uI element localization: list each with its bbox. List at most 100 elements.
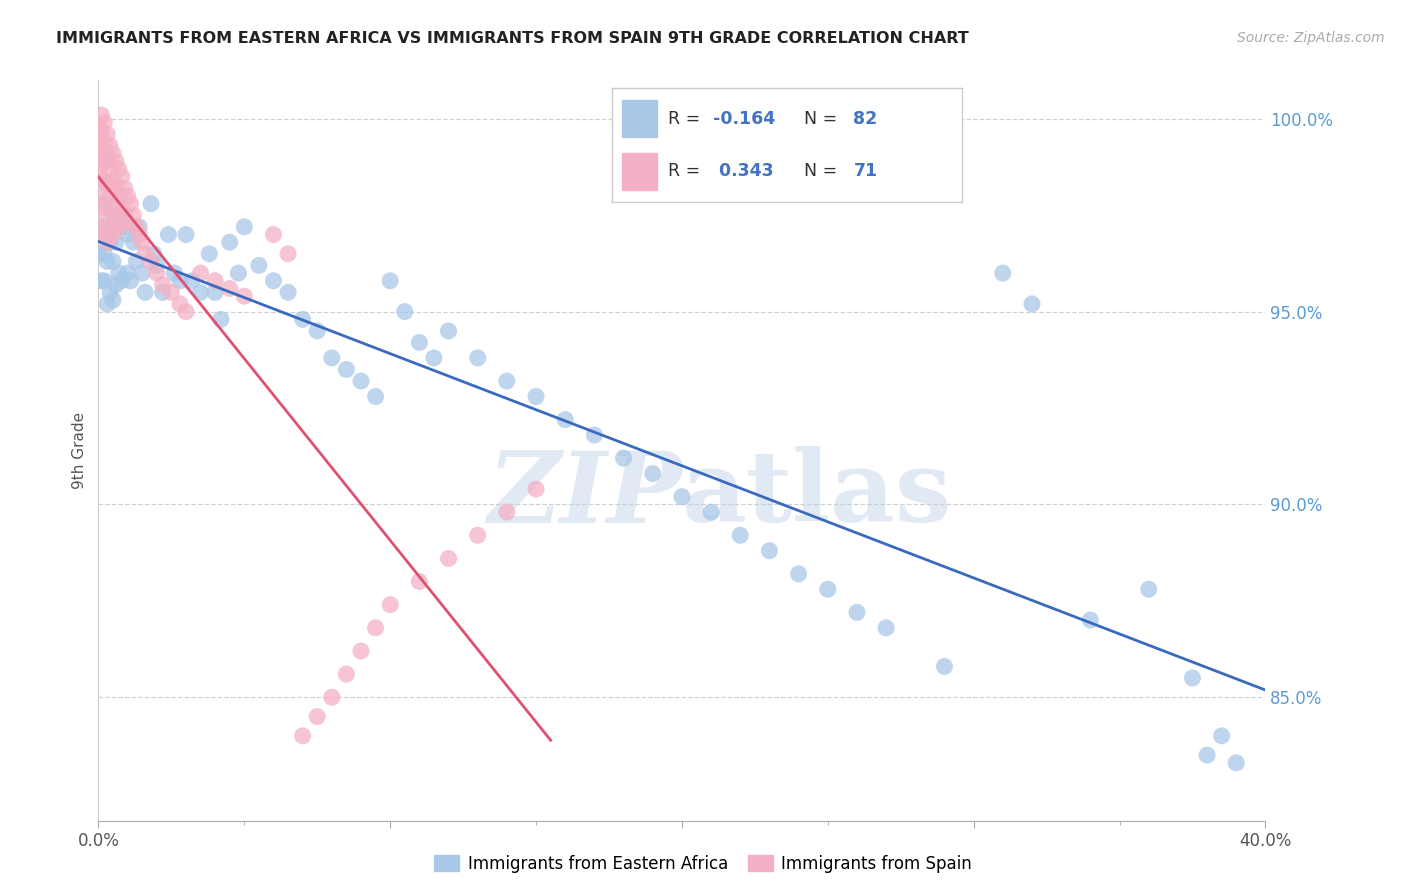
Point bbox=[408, 335, 430, 350]
Point bbox=[423, 351, 446, 365]
Point bbox=[125, 219, 148, 234]
Point bbox=[117, 216, 139, 230]
Point bbox=[157, 227, 180, 242]
Point bbox=[335, 362, 357, 376]
Point bbox=[364, 621, 387, 635]
Point bbox=[104, 235, 127, 250]
Point bbox=[218, 281, 240, 295]
Point bbox=[108, 266, 131, 280]
Point bbox=[98, 219, 121, 234]
Point bbox=[101, 293, 124, 307]
Point bbox=[1137, 582, 1160, 597]
Point bbox=[174, 227, 197, 242]
Point bbox=[277, 247, 299, 261]
Point bbox=[90, 219, 112, 234]
Point bbox=[120, 274, 142, 288]
Point bbox=[139, 196, 162, 211]
Point bbox=[524, 482, 547, 496]
Point bbox=[98, 189, 121, 203]
Point bbox=[111, 274, 134, 288]
Point bbox=[204, 285, 226, 300]
Point bbox=[87, 131, 110, 145]
Point bbox=[1225, 756, 1247, 770]
Point bbox=[496, 374, 519, 388]
Point bbox=[111, 169, 134, 184]
Point bbox=[163, 266, 186, 280]
Point bbox=[98, 138, 121, 153]
Point bbox=[204, 274, 226, 288]
Point bbox=[350, 374, 373, 388]
Legend: Immigrants from Eastern Africa, Immigrants from Spain: Immigrants from Eastern Africa, Immigran… bbox=[427, 848, 979, 880]
Point bbox=[1211, 729, 1233, 743]
Point bbox=[90, 123, 112, 137]
Point bbox=[104, 154, 127, 169]
Point bbox=[104, 181, 127, 195]
Point bbox=[730, 528, 752, 542]
Point bbox=[262, 227, 284, 242]
Point bbox=[122, 208, 145, 222]
Point bbox=[122, 235, 145, 250]
Point bbox=[350, 644, 373, 658]
Point bbox=[96, 178, 118, 192]
Point bbox=[380, 274, 402, 288]
Point bbox=[101, 201, 124, 215]
Point bbox=[114, 208, 136, 222]
Point bbox=[641, 467, 664, 481]
Point bbox=[114, 219, 136, 234]
Point bbox=[90, 143, 112, 157]
Point bbox=[108, 161, 131, 176]
Point bbox=[87, 150, 110, 164]
Point bbox=[146, 266, 169, 280]
Point bbox=[93, 154, 115, 169]
Point bbox=[93, 116, 115, 130]
Point bbox=[437, 551, 460, 566]
Point bbox=[104, 212, 127, 227]
Point bbox=[1021, 297, 1043, 311]
Point bbox=[321, 690, 343, 705]
Point bbox=[169, 297, 191, 311]
Point bbox=[496, 505, 519, 519]
Point bbox=[90, 274, 112, 288]
Point bbox=[437, 324, 460, 338]
Point bbox=[700, 505, 723, 519]
Point bbox=[125, 254, 148, 268]
Point bbox=[169, 274, 191, 288]
Point bbox=[131, 235, 153, 250]
Point bbox=[160, 285, 183, 300]
Point bbox=[93, 227, 115, 242]
Point bbox=[364, 389, 387, 403]
Point bbox=[875, 621, 897, 635]
Point bbox=[93, 135, 115, 149]
Point bbox=[1080, 613, 1102, 627]
Point bbox=[120, 196, 142, 211]
Point bbox=[190, 266, 212, 280]
Text: IMMIGRANTS FROM EASTERN AFRICA VS IMMIGRANTS FROM SPAIN 9TH GRADE CORRELATION CH: IMMIGRANTS FROM EASTERN AFRICA VS IMMIGR… bbox=[56, 31, 969, 46]
Point bbox=[108, 189, 131, 203]
Point bbox=[111, 201, 134, 215]
Point bbox=[117, 227, 139, 242]
Point bbox=[90, 189, 112, 203]
Point bbox=[218, 235, 240, 250]
Point bbox=[846, 606, 869, 620]
Point bbox=[467, 351, 489, 365]
Point bbox=[321, 351, 343, 365]
Point bbox=[524, 389, 547, 403]
Point bbox=[291, 312, 314, 326]
Point bbox=[134, 285, 156, 300]
Point bbox=[152, 285, 174, 300]
Point bbox=[228, 266, 250, 280]
Point bbox=[96, 150, 118, 164]
Point bbox=[108, 219, 131, 234]
Text: ZIP: ZIP bbox=[486, 447, 682, 543]
Point bbox=[180, 274, 202, 288]
Text: atlas: atlas bbox=[682, 446, 952, 543]
Point bbox=[467, 528, 489, 542]
Point bbox=[1195, 748, 1218, 763]
Point bbox=[96, 254, 118, 268]
Point bbox=[247, 258, 270, 272]
Point bbox=[307, 709, 329, 723]
Point bbox=[101, 173, 124, 187]
Point bbox=[101, 146, 124, 161]
Point bbox=[1181, 671, 1204, 685]
Point bbox=[96, 297, 118, 311]
